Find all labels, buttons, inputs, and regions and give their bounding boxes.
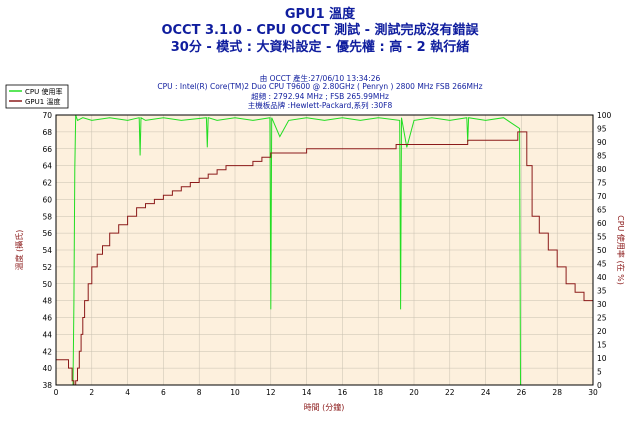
y-right-tick-label: 35 — [597, 287, 607, 296]
motherboard-info: 主機板品牌 :Hewlett-Packard,系列 :30F8 — [247, 101, 393, 110]
x-tick-label: 0 — [54, 388, 59, 397]
y-left-tick-label: 46 — [42, 314, 52, 323]
y-left-tick-label: 62 — [42, 179, 52, 188]
y-right-tick-label: 10 — [597, 354, 607, 363]
y-left-tick-label: 52 — [42, 263, 52, 272]
cpu-info: CPU : Intel(R) Core(TM)2 Duo CPU T9600 @… — [157, 82, 483, 91]
y-left-tick-label: 68 — [42, 128, 52, 137]
x-tick-label: 24 — [481, 388, 491, 397]
x-axis-label: 時間 (分鐘) — [304, 402, 345, 412]
x-tick-label: 20 — [409, 388, 419, 397]
y-right-tick-label: 45 — [597, 260, 607, 269]
x-tick-label: 2 — [89, 388, 94, 397]
x-tick-label: 22 — [445, 388, 455, 397]
x-tick-label: 12 — [266, 388, 276, 397]
y-right-tick-label: 90 — [597, 138, 607, 147]
y-right-tick-label: 75 — [597, 179, 607, 188]
overclock-info: 超頻 : 2792.94 MHz ; FSB 265.99MHz — [251, 92, 389, 101]
y-left-tick-label: 70 — [42, 111, 52, 120]
y-axis-label-right: CPU 使用率 (在 %) — [616, 215, 626, 285]
x-tick-label: 4 — [125, 388, 130, 397]
x-tick-label: 18 — [373, 388, 383, 397]
y-right-tick-label: 70 — [597, 192, 607, 201]
y-right-tick-label: 85 — [597, 152, 607, 161]
generated-by: 由 OCCT 產生:27/06/10 13:34:26 — [259, 74, 381, 83]
x-tick-label: 6 — [161, 388, 166, 397]
x-tick-label: 10 — [230, 388, 240, 397]
y-left-tick-label: 50 — [42, 280, 52, 289]
plot-frame — [55, 114, 594, 386]
y-left-tick-label: 48 — [42, 297, 52, 306]
chart-title: GPU1 溫度 — [284, 7, 356, 22]
y-axis-label-left: 溫度 (攝氏) — [14, 230, 24, 271]
y-left-tick-label: 56 — [42, 229, 52, 238]
y-right-tick-label: 5 — [597, 368, 602, 377]
y-right-tick-label: 20 — [597, 327, 607, 336]
x-tick-label: 8 — [197, 388, 202, 397]
x-tick-label: 14 — [302, 388, 312, 397]
cpu-usage-line — [56, 114, 593, 386]
y-left-tick-label: 66 — [42, 145, 52, 154]
y-left-tick-label: 38 — [42, 381, 52, 390]
y-right-tick-label: 30 — [597, 300, 607, 309]
y-right-tick-label: 60 — [597, 219, 607, 228]
y-left-tick-label: 64 — [42, 162, 52, 171]
test-summary: OCCT 3.1.0 - CPU OCCT 測試 - 測試完成沒有錯誤 — [161, 23, 479, 38]
legend-cpu-label: CPU 使用率 — [25, 87, 62, 96]
legend: CPU 使用率 GPU1 溫度 — [5, 84, 69, 109]
y-right-tick-label: 65 — [597, 206, 607, 215]
y-right-tick-label: 25 — [597, 314, 607, 323]
y-right-tick-label: 40 — [597, 273, 607, 282]
legend-gpu-label: GPU1 溫度 — [25, 97, 60, 106]
y-left-tick-label: 58 — [42, 212, 52, 221]
x-tick-label: 16 — [338, 388, 348, 397]
y-left-tick-label: 40 — [42, 364, 52, 373]
gpu-temp-line — [56, 131, 594, 386]
y-right-tick-label: 50 — [597, 246, 607, 255]
y-left-tick-label: 44 — [42, 330, 52, 339]
x-tick-label: 30 — [588, 388, 598, 397]
x-tick-label: 28 — [552, 388, 562, 397]
x-tick-label: 26 — [517, 388, 527, 397]
test-mode: 30分 - 模式 : 大資料設定 - 優先權 : 高 - 2 執行緒 — [170, 40, 470, 55]
y-left-tick-label: 54 — [42, 246, 52, 255]
y-right-tick-label: 15 — [597, 341, 607, 350]
y-right-tick-label: 0 — [597, 381, 602, 390]
y-left-tick-label: 42 — [42, 347, 52, 356]
y-right-tick-label: 80 — [597, 165, 607, 174]
y-right-tick-label: 55 — [597, 233, 607, 242]
tick-labels: 0 2 4 6 8 10 12 14 16 18 20 22 24 26 28 303840424446485… — [42, 111, 611, 397]
y-right-tick-label: 100 — [597, 111, 612, 120]
y-right-tick-label: 95 — [597, 125, 607, 134]
y-left-tick-label: 60 — [42, 195, 52, 204]
